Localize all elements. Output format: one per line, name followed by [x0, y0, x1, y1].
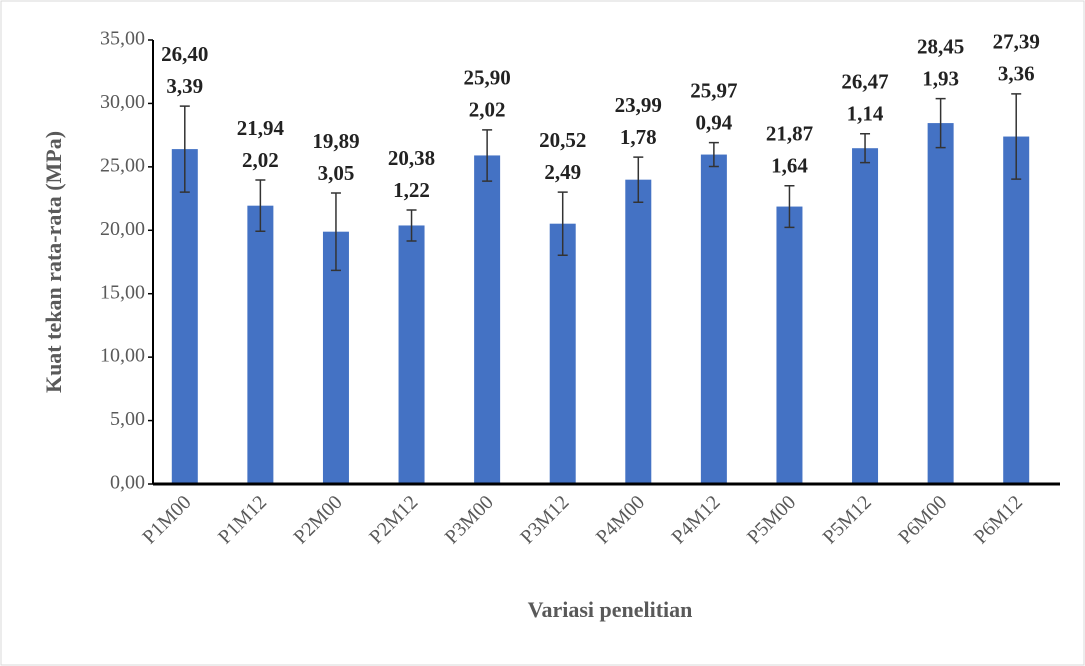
value-label: 27,39	[993, 30, 1040, 54]
y-tick-label: 15,00	[100, 281, 145, 303]
value-label: 25,97	[690, 78, 737, 102]
value-label: 26,40	[161, 42, 208, 66]
value-label: 20,52	[539, 128, 586, 152]
value-label: 20,38	[388, 146, 435, 170]
value-label: 21,94	[237, 116, 285, 140]
error-label: 2,02	[242, 148, 279, 172]
bar	[247, 205, 274, 485]
error-bar	[255, 179, 266, 233]
value-label: 26,47	[841, 70, 888, 94]
bar	[1003, 136, 1030, 485]
error-label: 1,78	[620, 125, 657, 149]
error-bar	[482, 129, 493, 182]
error-label: 2,49	[544, 160, 581, 184]
error-bar	[860, 132, 871, 164]
value-label: 23,99	[615, 93, 662, 117]
bar	[474, 155, 501, 484]
error-label: 1,14	[847, 102, 884, 126]
y-tick-label: 35,00	[100, 28, 145, 50]
bar	[625, 179, 652, 484]
y-tick-label: 25,00	[100, 154, 145, 176]
bar	[700, 154, 727, 484]
error-bar	[935, 97, 946, 149]
error-bar	[708, 141, 719, 168]
bar	[398, 225, 425, 484]
y-tick-label: 0,00	[110, 472, 145, 494]
y-tick-label: 30,00	[100, 91, 145, 113]
error-bar	[633, 156, 644, 203]
error-label: 1,22	[393, 178, 430, 202]
error-bar	[784, 185, 795, 229]
error-bar	[406, 209, 417, 242]
y-tick-label: 10,00	[100, 345, 145, 367]
error-label: 1,93	[922, 66, 959, 90]
y-tick-label: 20,00	[100, 218, 145, 240]
error-bar	[1011, 93, 1022, 180]
y-tick-label: 5,00	[110, 408, 145, 430]
bar	[171, 149, 198, 484]
error-label: 3,05	[318, 161, 355, 185]
value-label: 25,90	[464, 66, 511, 90]
y-axis-title: Kuat tekan rata-rata (MPa)	[41, 131, 66, 393]
bar	[852, 148, 879, 484]
error-label: 3,36	[998, 62, 1035, 86]
error-bar	[179, 105, 190, 193]
error-label: 2,02	[469, 98, 506, 122]
error-bar	[330, 192, 341, 272]
error-label: 3,39	[166, 74, 203, 98]
error-label: 1,64	[771, 154, 808, 178]
bar	[549, 223, 576, 484]
bar	[776, 206, 803, 485]
error-bar	[557, 191, 568, 257]
bar	[322, 231, 349, 484]
error-label: 0,94	[696, 110, 733, 134]
bar	[927, 123, 954, 484]
value-label: 28,45	[917, 34, 964, 58]
value-label: 21,87	[766, 122, 813, 146]
value-label: 19,89	[312, 129, 359, 153]
x-axis-title: Variasi penelitian	[528, 597, 693, 622]
